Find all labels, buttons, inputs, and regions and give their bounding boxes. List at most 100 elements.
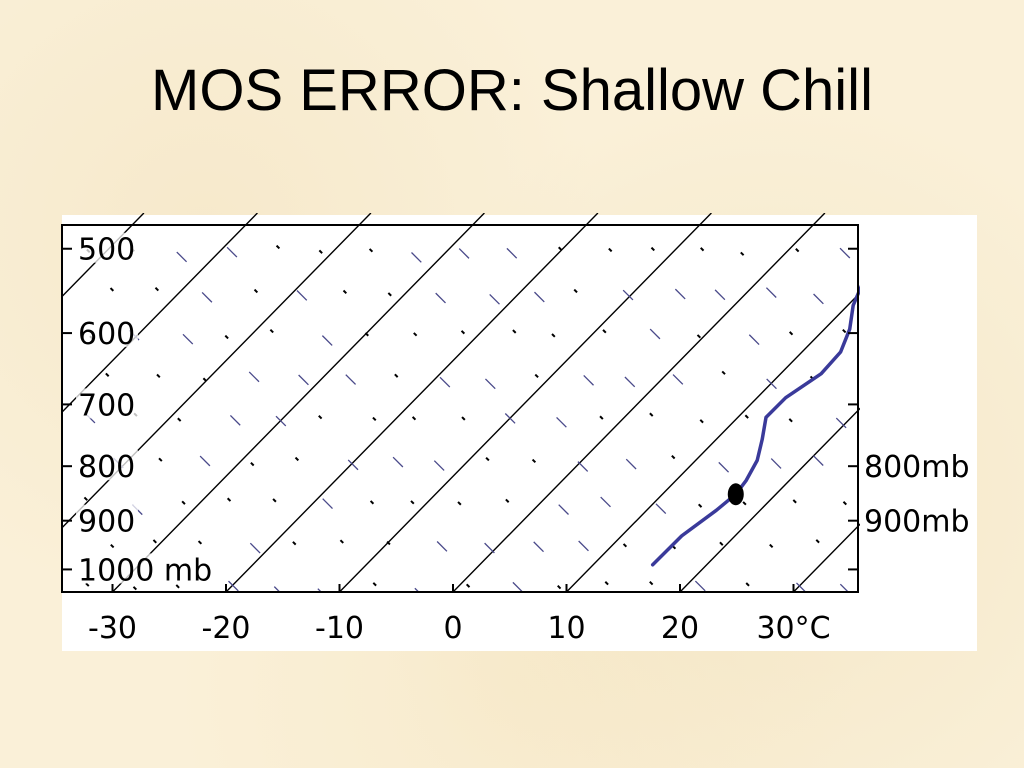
y-tick-label: 600: [78, 317, 135, 352]
wind-barb: [347, 459, 359, 471]
right-pressure-label: 900mb: [864, 505, 970, 540]
wind-barb: [436, 541, 448, 552]
wind-barb: [484, 542, 495, 554]
wind-barb: [842, 501, 847, 506]
temperature-profile-line: [650, 284, 860, 567]
wind-barb: [197, 540, 203, 545]
wind-barb: [700, 247, 705, 252]
wind-barb: [224, 334, 229, 340]
wind-barb: [484, 378, 496, 390]
wind-barb: [439, 376, 451, 388]
isotherm-line: [679, 407, 860, 592]
wind-barb: [411, 252, 422, 263]
wind-barb: [296, 290, 308, 301]
wind-barb: [671, 454, 676, 460]
wind-barb: [742, 501, 747, 506]
isotherm-line: [0, 213, 30, 592]
x-tick-label: -20: [202, 611, 251, 646]
wind-barb: [534, 291, 545, 303]
wind-barb: [835, 417, 847, 429]
isotherm-line: [452, 213, 826, 592]
wind-barb: [770, 458, 782, 469]
x-tick-label: 10: [547, 611, 585, 646]
wind-barb: [199, 455, 211, 467]
wind-barb: [364, 332, 369, 337]
x-tick-label: -10: [315, 611, 364, 646]
wind-barb: [556, 416, 567, 428]
wind-barb: [558, 504, 569, 515]
wind-barb: [413, 332, 418, 337]
wind-barb: [132, 586, 138, 591]
wind-barb: [392, 456, 404, 468]
wind-barb: [505, 498, 510, 503]
wind-barb: [410, 500, 415, 505]
wind-barb: [294, 456, 300, 462]
wind-barb: [649, 581, 654, 586]
wind-barb: [387, 292, 392, 297]
wind-barb: [842, 328, 847, 334]
wind-barb: [531, 458, 537, 464]
wind-barb: [253, 288, 259, 294]
wind-barb: [372, 582, 377, 587]
wind-barb: [386, 540, 391, 546]
wind-barb: [318, 249, 323, 254]
isotherm-line: [62, 213, 258, 414]
isotherm-line: [62, 213, 145, 298]
slide-title: MOS ERROR: Shallow Chill: [151, 58, 873, 123]
wind-barb: [318, 415, 323, 420]
wind-barb: [714, 289, 726, 301]
wind-barb: [625, 458, 637, 470]
wind-barb: [226, 246, 238, 258]
wind-barb: [345, 374, 357, 385]
wind-barb: [229, 414, 241, 426]
wind-barb: [812, 455, 824, 466]
wind-barb: [368, 248, 374, 253]
wind-barb: [177, 417, 182, 422]
wind-barb: [839, 583, 850, 592]
wind-barb: [650, 246, 655, 252]
y-tick-label: 900: [78, 505, 135, 540]
wind-barb: [414, 587, 420, 592]
wind-barb: [411, 416, 417, 421]
wind-barb: [249, 542, 261, 554]
wind-barb: [696, 334, 702, 339]
wind-barb: [534, 373, 539, 379]
wind-barb: [457, 501, 462, 506]
wind-barb: [577, 461, 589, 472]
temperature-axis: -30 -20 -10 0 10 20 30°C: [88, 584, 831, 646]
wind-barb: [769, 543, 774, 549]
wind-barb: [795, 248, 800, 253]
wind-barb: [697, 503, 703, 508]
y-tick-label: 700: [78, 388, 135, 423]
wind-barb: [721, 370, 726, 375]
wind-barb: [269, 328, 274, 334]
y-tick-label: 800: [78, 450, 135, 485]
wind-barb: [292, 541, 297, 546]
wind-barb: [788, 418, 793, 423]
wind-barb: [512, 329, 517, 334]
wind-barb: [512, 581, 524, 592]
wind-barb: [372, 416, 377, 422]
y-tick-label-bg: [76, 504, 138, 535]
y-tick-label: 500: [78, 233, 135, 268]
wind-barb: [744, 414, 749, 419]
x-tick-label: 30°C: [756, 611, 830, 646]
wind-barb: [228, 580, 239, 592]
wind-barb: [317, 588, 323, 592]
isotherm-lines: [0, 213, 860, 592]
x-tick-label: -30: [88, 611, 137, 646]
wind-barb: [813, 293, 824, 305]
wind-barb: [485, 456, 490, 462]
isotherm-line: [339, 213, 712, 592]
wind-barb: [740, 251, 745, 256]
wind-barb: [322, 498, 333, 509]
isotherm-line: [793, 523, 860, 592]
wind-barb: [792, 499, 797, 504]
wind-barb: [181, 500, 186, 505]
wind-barb: [674, 288, 686, 300]
wind-barb: [85, 582, 90, 587]
wind-barb: [649, 328, 661, 340]
wind-barb: [699, 419, 704, 424]
wind-barb: [745, 582, 750, 587]
level-marker: [727, 483, 744, 506]
